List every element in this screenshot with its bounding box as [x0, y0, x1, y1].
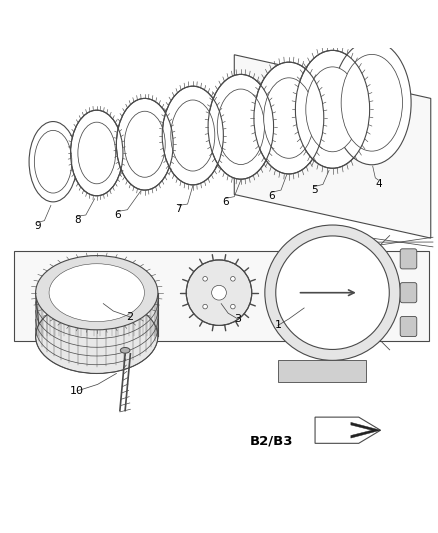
Ellipse shape — [49, 264, 145, 321]
Text: 2: 2 — [126, 312, 133, 322]
Text: B2/B3: B2/B3 — [250, 434, 293, 448]
Ellipse shape — [265, 225, 400, 360]
Ellipse shape — [264, 78, 314, 158]
Polygon shape — [351, 422, 381, 438]
Text: 8: 8 — [74, 215, 81, 225]
Ellipse shape — [71, 110, 123, 196]
Ellipse shape — [217, 89, 265, 165]
Ellipse shape — [276, 236, 389, 350]
Ellipse shape — [124, 111, 165, 177]
Ellipse shape — [203, 304, 208, 309]
Ellipse shape — [162, 86, 223, 185]
Ellipse shape — [332, 41, 411, 165]
Ellipse shape — [171, 100, 215, 171]
Text: 6: 6 — [222, 197, 229, 207]
Ellipse shape — [34, 131, 72, 193]
Text: 10: 10 — [70, 386, 84, 396]
Ellipse shape — [35, 299, 158, 374]
Ellipse shape — [29, 122, 77, 202]
Text: 5: 5 — [311, 185, 318, 195]
Text: 3: 3 — [234, 314, 241, 324]
Text: 9: 9 — [35, 221, 41, 231]
FancyBboxPatch shape — [400, 317, 417, 336]
Text: 6: 6 — [114, 210, 121, 220]
FancyBboxPatch shape — [400, 282, 417, 303]
Ellipse shape — [295, 51, 370, 168]
Ellipse shape — [212, 285, 226, 300]
Ellipse shape — [120, 348, 130, 353]
Ellipse shape — [341, 54, 403, 151]
Text: 6: 6 — [268, 191, 275, 201]
Text: 1: 1 — [275, 320, 282, 330]
Polygon shape — [14, 251, 428, 341]
Ellipse shape — [254, 62, 324, 174]
Ellipse shape — [78, 122, 116, 184]
Polygon shape — [279, 360, 366, 382]
Ellipse shape — [186, 260, 252, 326]
Ellipse shape — [117, 99, 173, 190]
Ellipse shape — [208, 75, 274, 179]
Text: 7: 7 — [176, 204, 182, 214]
Ellipse shape — [203, 277, 208, 281]
Ellipse shape — [306, 67, 359, 152]
Polygon shape — [234, 55, 431, 238]
Ellipse shape — [35, 256, 158, 330]
Ellipse shape — [230, 304, 235, 309]
Ellipse shape — [230, 277, 235, 281]
FancyBboxPatch shape — [400, 249, 417, 269]
Text: 4: 4 — [375, 179, 381, 189]
